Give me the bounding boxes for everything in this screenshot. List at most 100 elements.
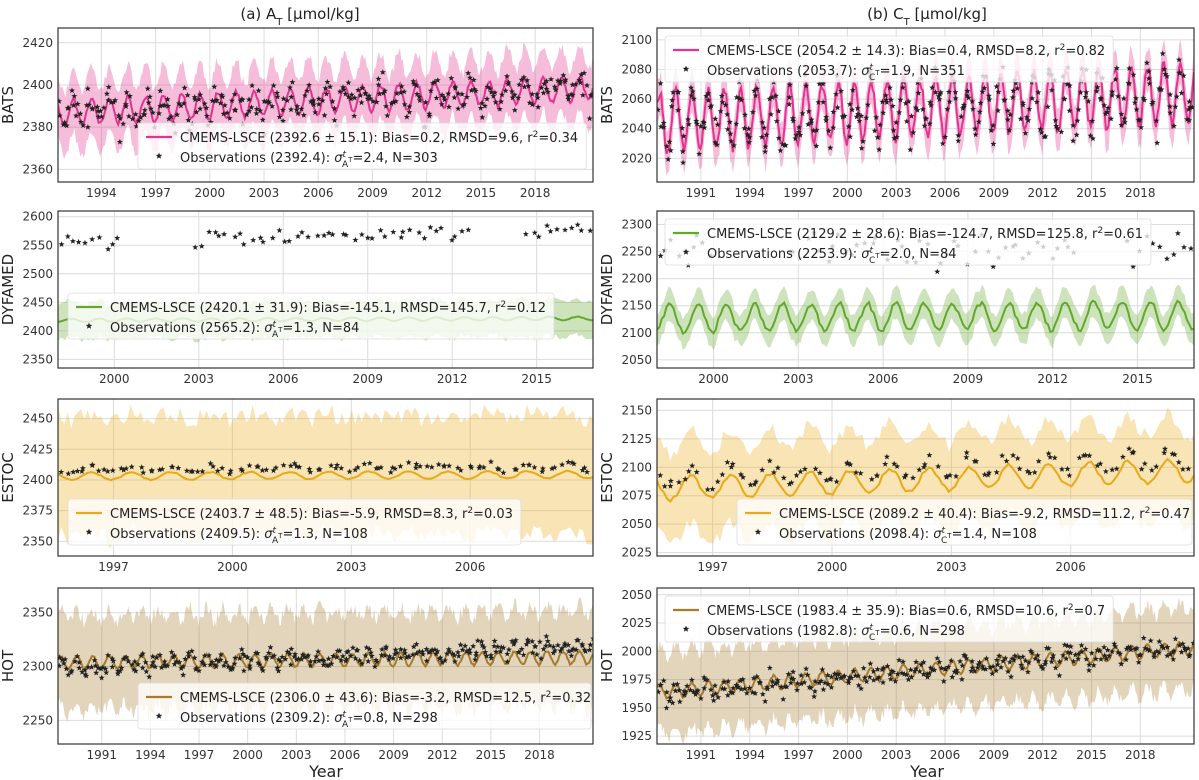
observation-point xyxy=(830,124,837,131)
x-tick-label: 1994 xyxy=(86,186,117,200)
observation-point xyxy=(1042,133,1049,140)
observation-point xyxy=(839,113,846,120)
observation-point xyxy=(226,115,233,121)
observation-point xyxy=(390,228,397,235)
observation-point xyxy=(729,460,736,467)
observation-point xyxy=(924,673,931,680)
observation-point xyxy=(349,644,356,651)
observation-point xyxy=(892,678,899,684)
observation-point xyxy=(880,109,887,116)
observation-point xyxy=(354,464,361,471)
observation-point xyxy=(269,103,276,109)
observation-point xyxy=(845,679,852,686)
observation-point xyxy=(1102,110,1109,117)
observation-point xyxy=(670,681,677,688)
observation-point xyxy=(410,643,417,650)
observation-point xyxy=(565,458,572,465)
observation-point xyxy=(960,103,967,110)
observation-point xyxy=(1105,104,1112,111)
observation-point xyxy=(538,655,545,662)
observation-point xyxy=(1004,116,1011,123)
observation-point xyxy=(920,464,927,470)
observation-point xyxy=(511,91,518,98)
observation-point xyxy=(263,466,270,473)
observation-point xyxy=(79,465,86,471)
observation-point xyxy=(1078,642,1085,648)
observation-point xyxy=(979,88,986,95)
observation-point xyxy=(1077,89,1084,96)
observation-point xyxy=(76,664,83,671)
observation-point xyxy=(788,479,795,486)
observation-point xyxy=(837,674,844,681)
observation-point xyxy=(689,462,696,469)
observation-point xyxy=(805,108,812,114)
observation-point xyxy=(282,656,289,662)
observation-point xyxy=(109,241,116,247)
observation-point xyxy=(413,460,420,467)
observation-point xyxy=(1167,651,1174,657)
observation-point xyxy=(531,643,538,649)
observation-point xyxy=(972,125,979,132)
observation-point xyxy=(884,662,891,669)
observation-point xyxy=(908,673,915,680)
observation-point xyxy=(531,464,538,470)
observation-point xyxy=(474,637,481,644)
observation-point xyxy=(421,235,428,241)
observation-point xyxy=(472,87,479,94)
observation-point xyxy=(667,147,674,154)
observation-point xyxy=(327,83,334,90)
chart-panel-b-hot: 1925 1950 1975 2000 2025 2050 1991 1994 1997 2000… xyxy=(598,587,1195,762)
observation-point xyxy=(194,468,201,475)
x-tick-label: 2000 xyxy=(832,186,863,200)
observation-point xyxy=(907,146,914,153)
observation-point xyxy=(383,643,390,650)
observation-point xyxy=(1086,661,1093,668)
observation-point xyxy=(710,697,717,704)
observation-point xyxy=(376,90,383,97)
observation-point xyxy=(374,658,381,665)
observation-point xyxy=(1064,642,1071,649)
observation-point xyxy=(1117,650,1124,657)
plot-frame xyxy=(656,398,1195,557)
observation-point xyxy=(1190,640,1194,646)
observation-point xyxy=(1106,652,1113,659)
observation-point xyxy=(192,96,199,103)
observation-point xyxy=(834,104,841,111)
observation-point xyxy=(981,471,988,478)
observation-point xyxy=(874,675,881,682)
observation-point xyxy=(1121,115,1128,122)
observation-point xyxy=(579,642,586,649)
observation-point xyxy=(934,268,941,275)
observation-point xyxy=(367,649,374,656)
observation-point xyxy=(887,676,894,682)
observation-point xyxy=(927,99,934,105)
observation-point xyxy=(1023,114,1030,120)
observation-point xyxy=(109,655,116,662)
x-tick-label: 2006 xyxy=(930,748,961,762)
observation-point xyxy=(883,453,890,460)
observation-point xyxy=(1044,103,1051,110)
model-series-line xyxy=(58,74,593,128)
observation-point xyxy=(709,486,716,492)
observation-point xyxy=(697,695,704,702)
observation-point xyxy=(1009,655,1016,662)
observation-point xyxy=(271,652,278,659)
observation-point xyxy=(323,90,330,97)
observation-point xyxy=(1133,106,1140,113)
observation-point xyxy=(135,661,142,667)
observation-point xyxy=(1025,117,1032,123)
observation-point xyxy=(798,680,805,687)
observation-point xyxy=(58,241,65,247)
observation-point xyxy=(131,666,138,673)
observation-point xyxy=(672,687,679,694)
observation-point xyxy=(352,236,359,243)
observation-point xyxy=(466,646,473,653)
observation-point xyxy=(1170,251,1177,258)
observation-point xyxy=(858,112,865,119)
observation-point xyxy=(267,644,274,650)
observation-point xyxy=(526,461,533,468)
observation-point xyxy=(835,671,842,677)
observation-point xyxy=(737,677,744,684)
observation-point xyxy=(766,664,773,671)
observation-point xyxy=(550,643,557,650)
